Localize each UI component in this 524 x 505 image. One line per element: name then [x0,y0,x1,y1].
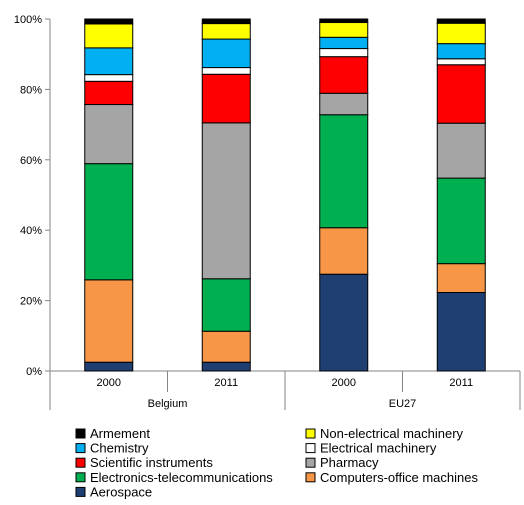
bar-segment [436,177,486,265]
bar-segment [436,58,486,66]
legend-label: Non-electrical machinery [320,426,464,441]
bar-segment [319,227,369,275]
bar-segment [84,18,134,25]
y-tick-label: 40% [20,225,42,237]
bar-segment [319,56,369,94]
x-category-label: 2000 [97,377,121,389]
bar-segment [84,279,134,363]
bar-segment [201,38,251,69]
legend-swatch [305,443,316,454]
legend-swatch [305,457,316,468]
bar-segment [319,114,369,229]
bar-segment [319,48,369,58]
bar-segment [436,64,486,124]
bar-segment [84,23,134,49]
bar-segment [319,18,369,24]
x-category-label: 2011 [214,377,238,389]
legend-label: Aerospace [90,484,152,499]
y-tick-label: 100% [14,14,42,26]
bar-segment [201,18,251,25]
bar-segment [436,122,486,179]
bar-segment [436,18,486,24]
bar-segment [201,73,251,124]
legend-label: Electronics-telecommunications [90,470,273,485]
legend-label: Armement [90,426,150,441]
legend-swatch [75,428,86,439]
bar-segment [319,36,369,50]
bar-segment [201,67,251,75]
x-category-label: 2000 [332,377,356,389]
legend-label: Electrical machinery [320,441,437,456]
x-group-label: Belgium [148,398,188,410]
bar-segment [319,92,369,116]
legend-label: Computers-office machines [320,470,478,485]
bar-segment [319,273,369,372]
axes: 0% 20% 40% 60% 80% 100% [14,14,521,410]
bar-segment [84,163,134,281]
bar-segment [84,80,134,106]
legend-label: Chemistry [90,441,149,456]
bar-segment [436,22,486,45]
bar-segment [201,361,251,372]
legend-label: Pharmacy [320,455,379,470]
legend-label: Scientific instruments [90,455,213,470]
y-tick-label: 80% [20,84,42,96]
bar-segment [201,278,251,332]
bar-segment [319,22,369,38]
y-tick-label: 20% [20,296,42,308]
bars [84,18,486,372]
bar-segment [436,263,486,294]
bar-segment [84,47,134,76]
bar-segment [84,361,134,372]
bar-segment [84,104,134,165]
legend-swatch [305,428,316,439]
bar-segment [436,43,486,60]
x-axis-labels: 2000 2011 2000 2011 Belgium EU27 [97,377,474,410]
legend: Armement Non-electrical machinery Chemistr… [75,426,478,499]
y-tick-label: 0% [26,366,42,378]
x-category-label: 2011 [449,377,473,389]
bar-segment [436,292,486,372]
legend-swatch [75,486,86,497]
x-group-label: EU27 [389,398,417,410]
legend-swatch [305,472,316,483]
bar-segment [201,122,251,280]
bar-segment [84,74,134,82]
bar-segment [201,23,251,40]
y-tick-label: 60% [20,155,42,167]
bar-segment [201,330,251,363]
legend-swatch [75,457,86,468]
legend-swatch [75,443,86,454]
legend-swatch [75,472,86,483]
